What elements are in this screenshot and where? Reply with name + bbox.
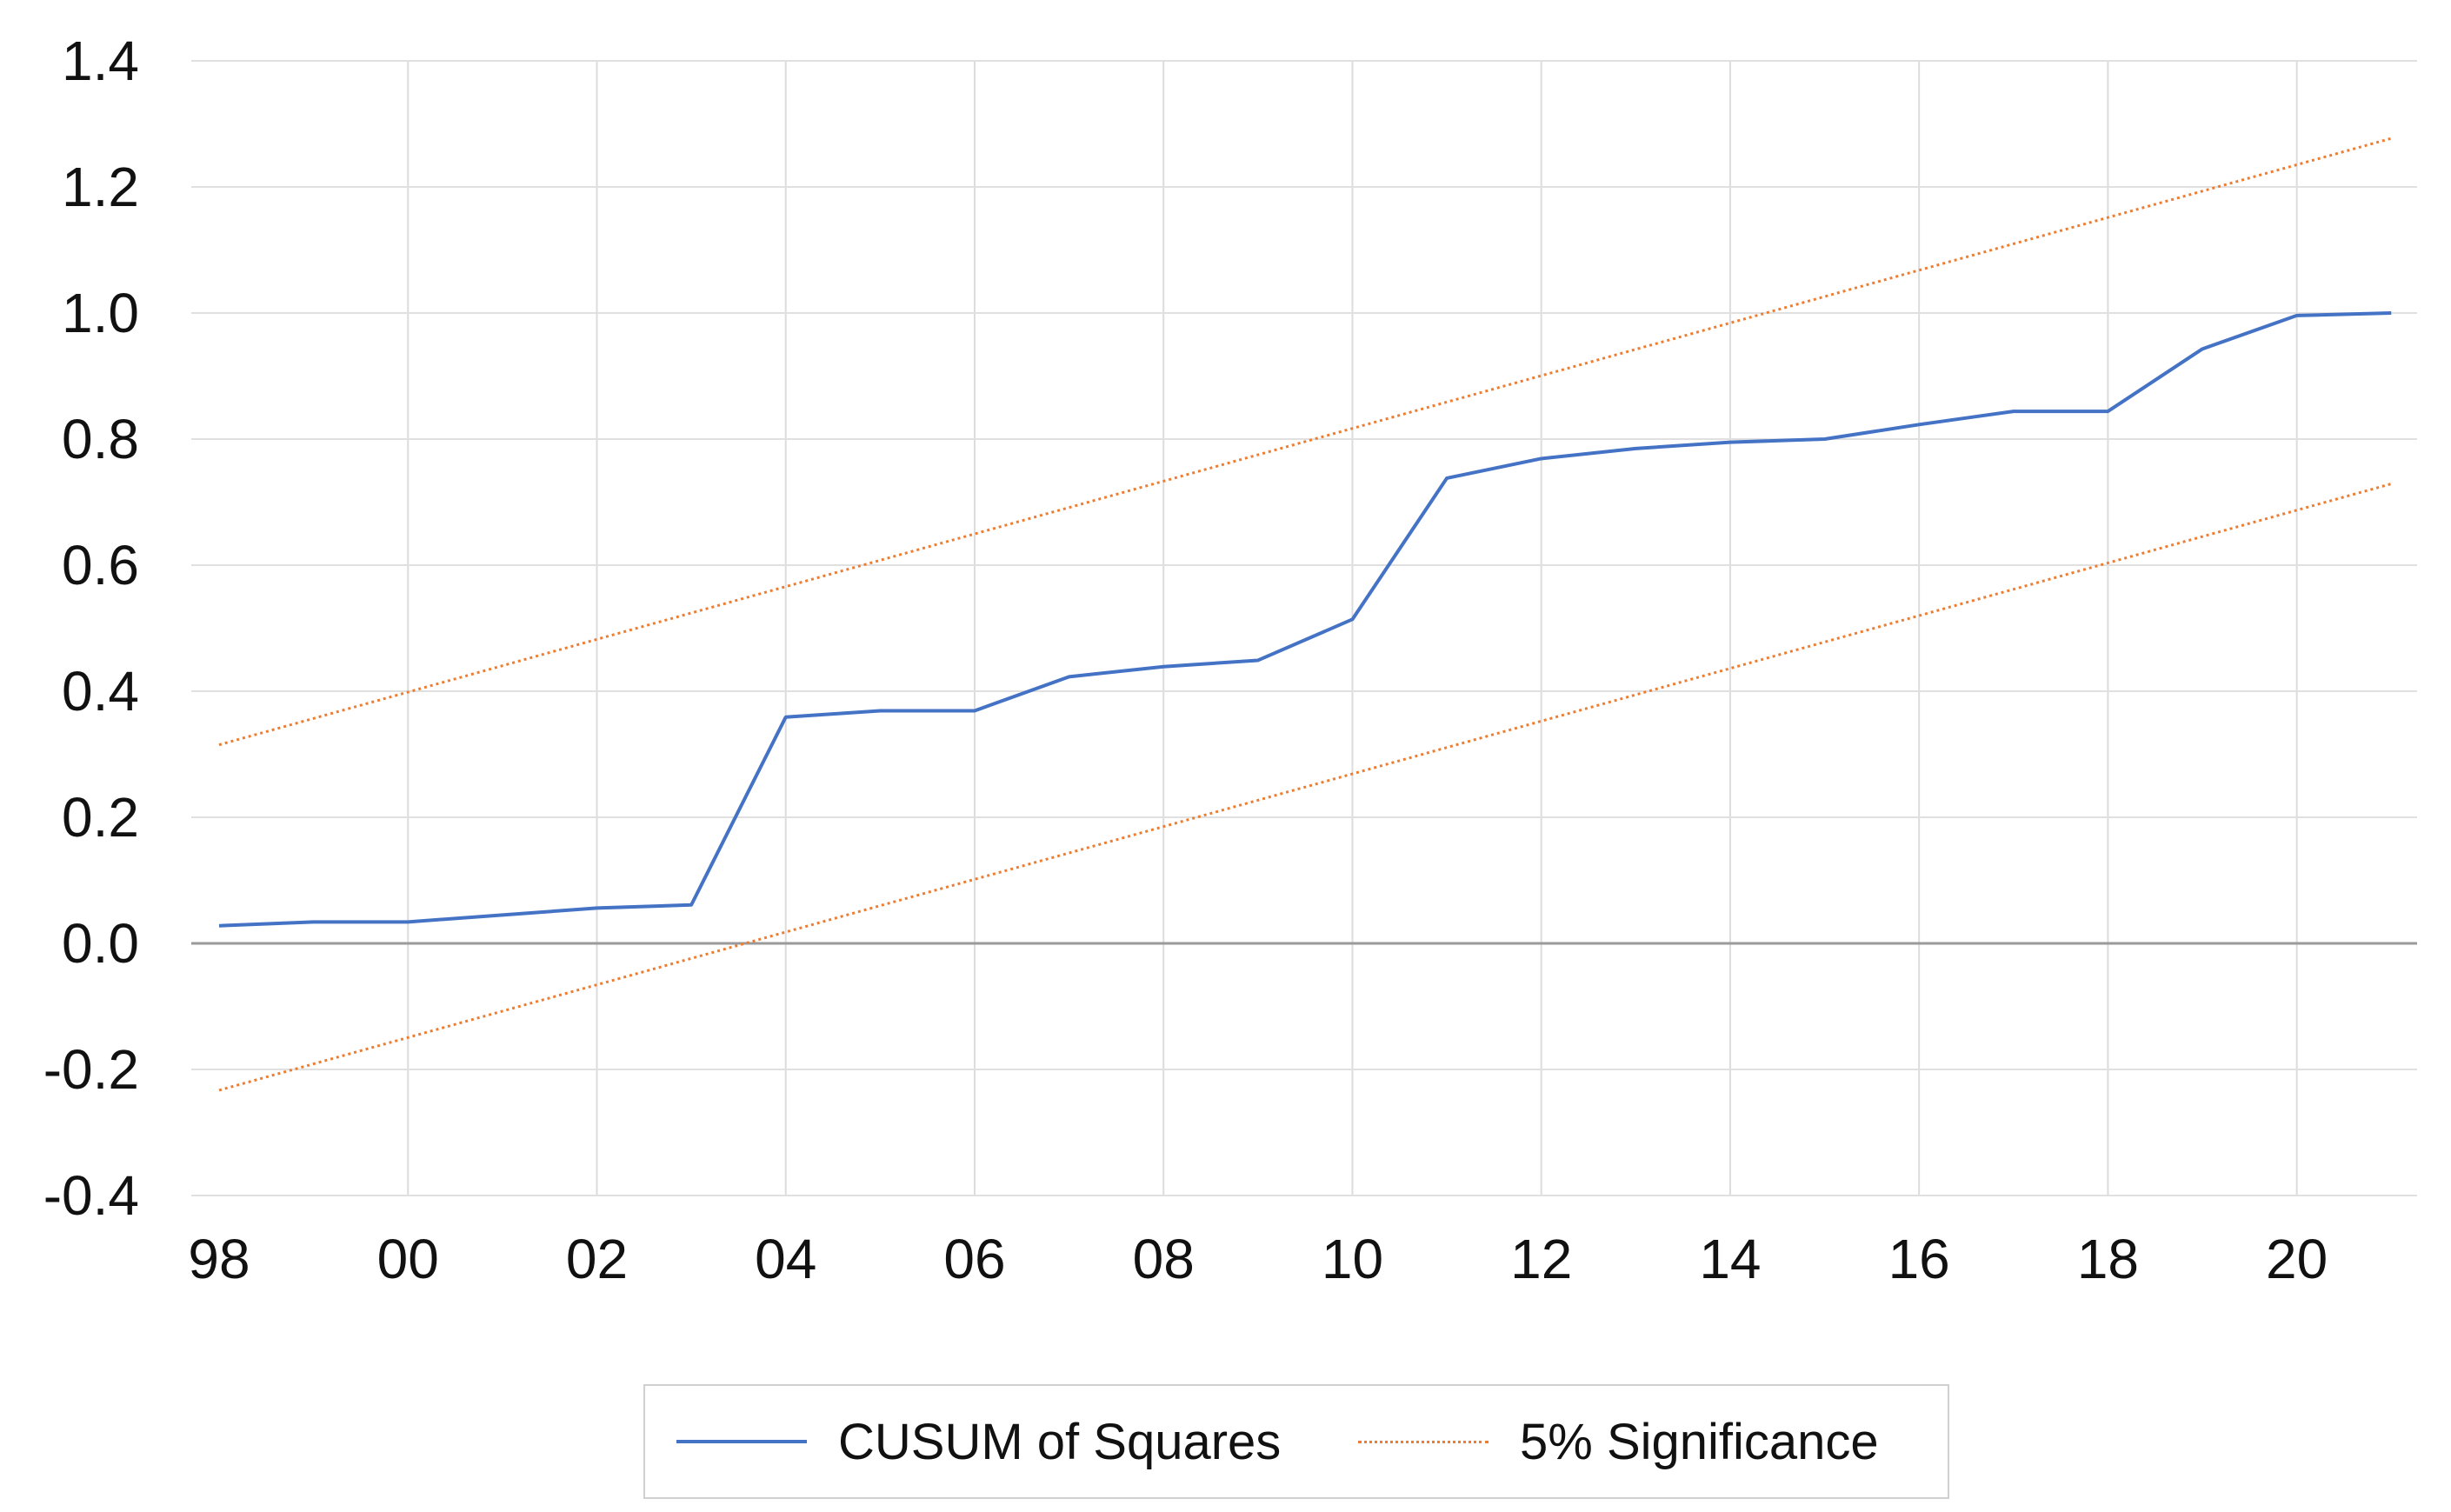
legend-label-cusum: CUSUM of Squares — [838, 1413, 1282, 1470]
y-tick-label: 1.0 — [62, 282, 139, 344]
legend-swatch-significance — [1358, 1440, 1489, 1443]
cusum-chart: -0.4 -0.2 0.0 0.2 0.4 0.6 0.8 1.0 1.2 1.4 98 00 02 0… — [43, 30, 2417, 1290]
horizontal-gridlines — [191, 60, 2417, 1196]
x-axis-tick-labels: 98 00 02 04 06 08 10 12 14 16 18 20 — [188, 1228, 2328, 1290]
x-tick-label: 06 — [943, 1228, 1005, 1290]
significance-lower-line — [218, 483, 2392, 1092]
x-tick-label: 16 — [1888, 1228, 1950, 1290]
x-tick-label: 14 — [1699, 1228, 1761, 1290]
x-tick-label: 18 — [2077, 1228, 2139, 1290]
x-tick-label: 02 — [566, 1228, 628, 1290]
y-tick-label: 1.4 — [62, 30, 139, 92]
cusum-line — [218, 311, 2392, 928]
x-tick-label: 00 — [377, 1228, 439, 1290]
series-layer — [218, 137, 2392, 1092]
x-tick-label: 08 — [1133, 1228, 1195, 1290]
legend-swatch-cusum — [676, 1440, 807, 1443]
y-tick-label: 0.4 — [62, 660, 139, 723]
y-tick-label: 1.2 — [62, 156, 139, 218]
y-tick-label: 0.8 — [62, 408, 139, 470]
significance-upper-line — [218, 137, 2392, 747]
y-tick-label: 0.2 — [62, 786, 139, 849]
y-tick-label: -0.4 — [43, 1164, 139, 1227]
y-tick-label: 0.6 — [62, 534, 139, 596]
legend-item-cusum: CUSUM of Squares — [676, 1386, 1281, 1497]
y-axis-tick-labels: -0.4 -0.2 0.0 0.2 0.4 0.6 0.8 1.0 1.2 1.4 — [43, 30, 139, 1227]
legend: CUSUM of Squares 5% Significance — [643, 1384, 1949, 1499]
x-tick-label: 04 — [755, 1228, 816, 1290]
y-tick-label: -0.2 — [43, 1038, 139, 1101]
x-tick-label: 10 — [1322, 1228, 1383, 1290]
vertical-gridlines — [407, 61, 2298, 1196]
legend-item-significance: 5% Significance — [1358, 1386, 1879, 1497]
x-tick-label: 98 — [188, 1228, 250, 1290]
y-tick-label: 0.0 — [62, 912, 139, 975]
x-tick-label: 12 — [1510, 1228, 1572, 1290]
legend-label-significance: 5% Significance — [1520, 1413, 1879, 1470]
x-tick-label: 20 — [2266, 1228, 2328, 1290]
